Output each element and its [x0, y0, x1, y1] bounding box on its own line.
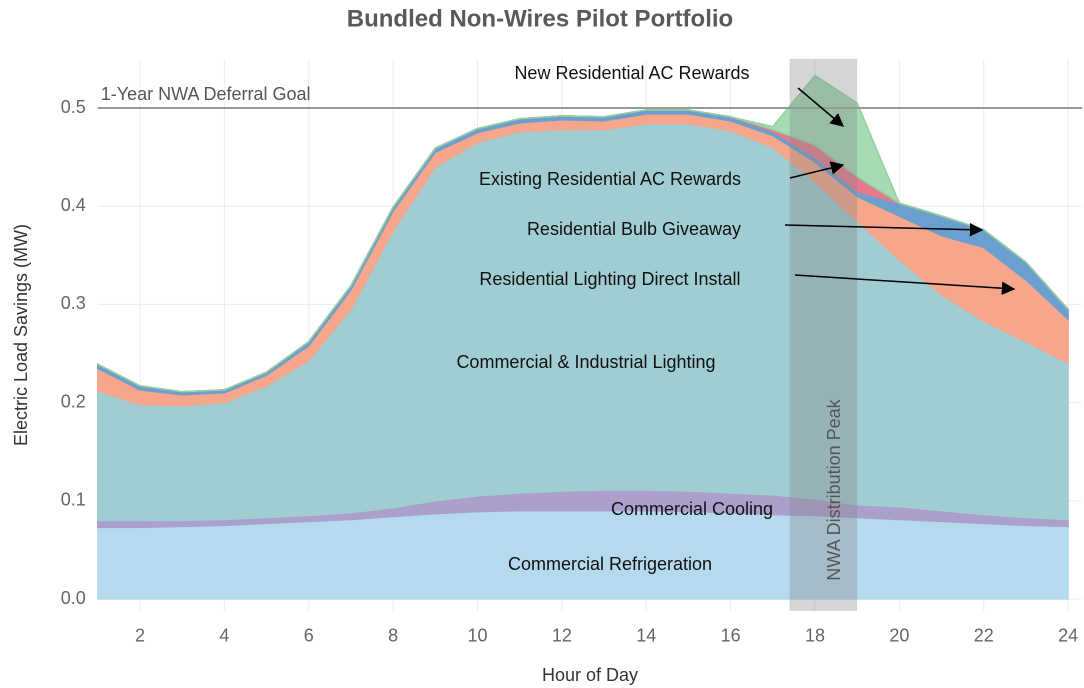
arrow [784, 222, 984, 237]
x-tick-label: 2 [135, 626, 145, 646]
x-tick-label: 18 [805, 626, 825, 646]
x-tick-label: 20 [889, 626, 909, 646]
series-label: New Residential AC Rewards [514, 63, 749, 83]
series-label: Commercial & Industrial Lighting [456, 352, 715, 372]
y-axis-label: Electric Load Savings (MW) [11, 224, 31, 446]
x-tick-label: 12 [552, 626, 572, 646]
series-label: Residential Bulb Giveaway [527, 219, 741, 239]
x-tick-label: 16 [721, 626, 741, 646]
arrow [794, 274, 1016, 295]
series-label: Commercial Refrigeration [508, 554, 712, 574]
arrow [797, 87, 845, 127]
y-tick-label: 0.5 [61, 97, 86, 117]
series-label: Commercial Cooling [611, 499, 773, 519]
x-tick-label: 4 [219, 626, 229, 646]
peak-band [789, 58, 858, 611]
x-tick-label: 24 [1058, 626, 1078, 646]
y-tick-label: 0.4 [61, 195, 86, 215]
series-label: Existing Residential AC Rewards [479, 169, 741, 189]
series-label: Residential Lighting Direct Install [479, 269, 740, 289]
goal-label: 1-Year NWA Deferral Goal [101, 84, 311, 104]
x-tick-label: 22 [974, 626, 994, 646]
arrow [789, 161, 845, 179]
y-tick-label: 0.0 [61, 588, 86, 608]
y-tick-label: 0.3 [61, 293, 86, 313]
peak-label: NWA Distribution Peak [824, 398, 844, 580]
x-tick-label: 14 [636, 626, 656, 646]
chart-title: Bundled Non-Wires Pilot Portfolio [347, 5, 733, 32]
y-tick-label: 0.1 [61, 490, 86, 510]
y-tick-label: 0.2 [61, 391, 86, 411]
x-tick-label: 10 [467, 626, 487, 646]
x-tick-label: 8 [388, 626, 398, 646]
x-axis-label: Hour of Day [542, 665, 638, 685]
x-tick-label: 6 [304, 626, 314, 646]
